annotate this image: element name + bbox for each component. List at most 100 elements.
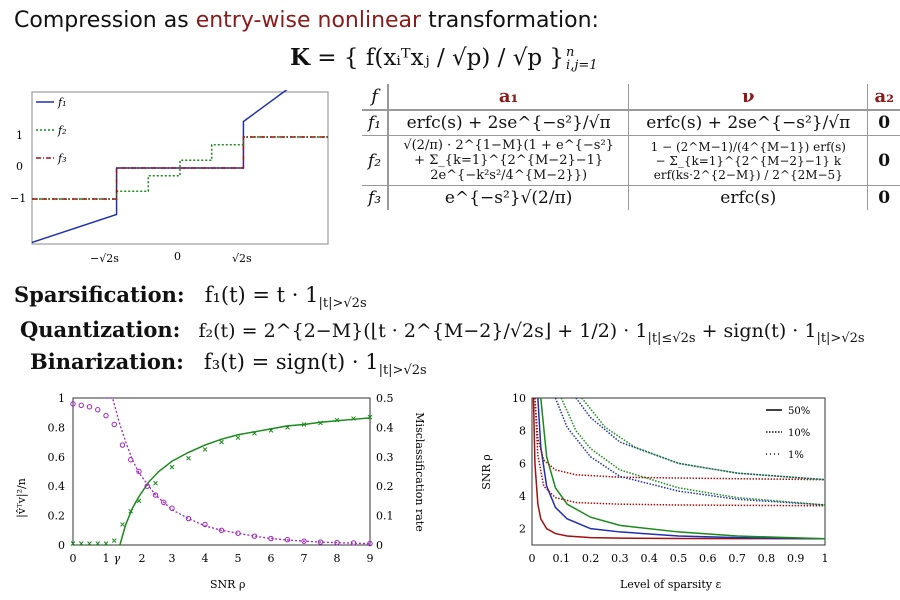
sparsity-curve [537, 397, 826, 540]
alignment-empirical-point [70, 541, 76, 546]
alignment-empirical-point [219, 439, 224, 445]
alignment-empirical-point [103, 541, 109, 546]
row2-a2: 0 [867, 135, 900, 186]
misclass-empirical-point [86, 404, 93, 410]
eq-sparsification: Sparsification: f₁(t) = t · 1|t|>√2s [14, 282, 367, 311]
alignment-left-ticks: 0 0.2 0.4 0.6 0.8 1 [48, 392, 66, 552]
misclass-empirical-point [235, 530, 241, 536]
sparsity-x-tick-label: 0.3 [611, 552, 629, 565]
eq-binarization-expr: f₃(t) = sign(t) · 1 [203, 350, 379, 374]
alignment-empirical-point [95, 541, 101, 546]
alignment-empirical-point [153, 480, 158, 486]
alignment-right-tick-label: 0.1 [376, 510, 394, 523]
misclass-empirical-point [119, 442, 126, 448]
act-ytick-0: 0 [16, 160, 23, 173]
alignment-right-tick-label: 0.3 [376, 451, 394, 464]
sparsity-x-tick-label: 0.8 [758, 552, 776, 565]
activation-plot-frame [31, 91, 329, 245]
title-suffix: transformation: [421, 8, 599, 33]
alignment-empirical-point [111, 538, 117, 543]
title-accent: entry-wise nonlinear [195, 8, 422, 33]
alignment-empirical-point [87, 541, 92, 546]
curve-f1 [31, 90, 288, 244]
misclass-empirical-point [103, 412, 109, 419]
sparsity-curve [534, 397, 826, 481]
misclass-empirical-point [268, 535, 274, 542]
alignment-empirical-point [334, 417, 340, 423]
alignment-theory-line [119, 417, 371, 546]
sparsity-curve [540, 397, 826, 540]
alignment-empirical-point [120, 522, 125, 527]
alignment-left-tick-label: 0.6 [48, 451, 66, 464]
sparsity-x-tick-label: 0.2 [582, 552, 600, 565]
eq-binarization-label: Binarization: [30, 349, 184, 374]
eq-quantization-sub2: |t|>√2s [816, 330, 865, 346]
sparsity-curve [532, 397, 826, 540]
legend-f3: f₃ [57, 152, 66, 165]
alignment-left-tick-label: 0.4 [48, 480, 66, 493]
activation-plot: f₁ f₂ f₃ 1 0 −1 −√2s 0 √2s [10, 90, 329, 265]
alignment-empirical-point [202, 447, 208, 452]
misclass-empirical-point [251, 533, 258, 539]
alignment-x-tick-label: 6 [268, 552, 275, 565]
sparsity-x-ticks: 0 0.1 0.2 0.3 0.4 0.5 0.6 0.7 0.8 0.9 1 [529, 552, 829, 565]
alignment-x-tick-label: 1 [103, 552, 110, 565]
curve-f3 [32, 136, 328, 200]
th-nu: ν [628, 84, 869, 111]
row1-a1: erfc(s) + 2se^{−s²}/√π [388, 110, 630, 136]
act-xtick-neg: −√2s [90, 252, 119, 265]
alignment-x-tick-label: 8 [334, 552, 341, 565]
kernel-lhs: K [290, 44, 310, 71]
eq-binarization: Binarization: f₃(t) = sign(t) · 1|t|>√2s [30, 349, 427, 378]
alignment-empirical-point [252, 430, 257, 436]
misclass-empirical-point [95, 407, 101, 413]
row3-nu: erfc(s) [628, 185, 869, 210]
sparsity-x-tick-label: 0.4 [640, 552, 658, 565]
sparsity-y-tick-label: 6 [519, 457, 526, 470]
alignment-empirical-point [301, 422, 307, 427]
alignment-left-tick-label: 0 [58, 539, 65, 552]
sparsity-plot-frame [531, 397, 826, 546]
eq-sparsification-label: Sparsification: [14, 282, 185, 307]
alignment-empirical-point [351, 416, 356, 421]
slide-title: Compression as entry-wise nonlinear tran… [14, 8, 599, 33]
sparsity-y-tick-label: 4 [519, 490, 526, 503]
alignment-x-tick-label: 9 [367, 552, 374, 565]
alignment-empirical-point [235, 435, 241, 441]
alignment-empirical-point [285, 425, 290, 430]
alignment-x-tick-label: 7 [301, 552, 308, 565]
sparsity-x-tick-label: 0.6 [699, 552, 717, 565]
alignment-marks [70, 397, 373, 547]
row1-f: f₁ [362, 110, 390, 136]
sparsity-y-tick-label: 2 [519, 523, 526, 536]
th-a1: a₁ [388, 84, 630, 111]
misclass-empirical-point [169, 505, 175, 511]
misclass-empirical-point [152, 492, 159, 498]
sparsity-x-tick-label: 1 [822, 552, 829, 565]
row2-nu: 1 − (2^M−1)/(4^{M−1}) erf(s) − Σ_{k=1}^{… [628, 135, 869, 186]
misclass-empirical-point [136, 468, 142, 475]
sparsity-curves [532, 397, 826, 540]
row2-a1-line1: √(2/π) · 2^{1−M}(1 + e^{−s²} [403, 138, 614, 153]
misclass-empirical-point [284, 537, 291, 543]
legend-f1: f₁ [57, 96, 66, 109]
eq-sparsification-sub: |t|>√2s [318, 296, 367, 312]
misclass-empirical-point [78, 402, 84, 409]
misclass-empirical-point [202, 521, 208, 528]
alignment-empirical-point [268, 427, 274, 433]
activation-curves [31, 90, 328, 244]
alignment-right-tick-label: 0.4 [376, 421, 394, 434]
alignment-x-tick-label: γ [114, 552, 121, 565]
alignment-empirical-point [128, 508, 134, 514]
alignment-x-tick-label: 4 [202, 552, 209, 565]
sparsity-x-tick-label: 0 [529, 552, 536, 565]
act-ytick-1: 1 [16, 129, 23, 142]
eq-binarization-sub: |t|>√2s [378, 363, 427, 379]
legend-1: 1% [788, 450, 804, 461]
th-a2: a₂ [867, 84, 900, 111]
row1-nu: erfc(s) + 2se^{−s²}/√π [628, 110, 869, 136]
sparsity-plot: 2 4 6 8 10 0 0.1 0.2 0.3 0.4 0.5 0.6 0.7 0.8 0.9 1 50%… [480, 392, 829, 591]
misclass-empirical-point [144, 483, 150, 489]
